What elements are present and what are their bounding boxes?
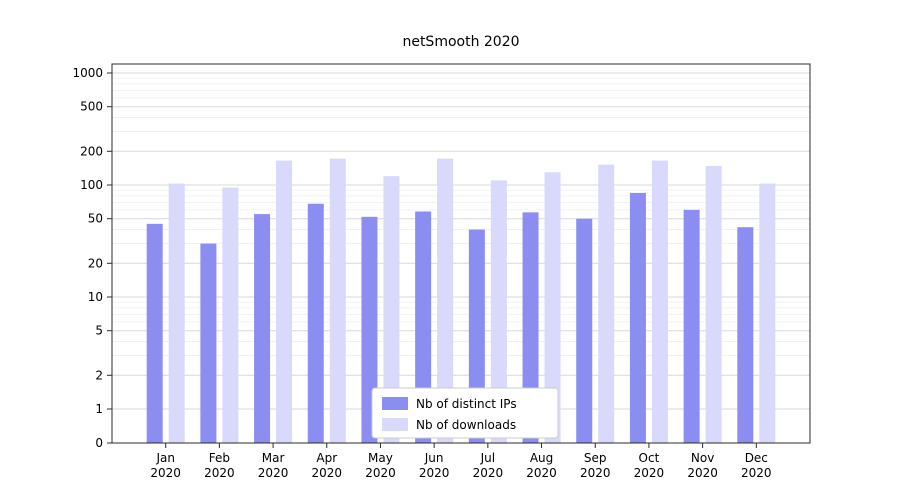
legend-swatch-downloads	[382, 418, 408, 431]
bar-downloads-mar	[276, 160, 293, 444]
x-tick-label-year: 2020	[419, 466, 450, 480]
x-tick-label-year: 2020	[687, 466, 718, 480]
y-tick-label: 1	[95, 402, 103, 416]
x-tick-label-year: 2020	[258, 466, 289, 480]
bar-downloads-nov	[705, 165, 722, 443]
bar-distinct-ips-oct	[629, 192, 646, 443]
legend-label-distinct-ips: Nb of distinct IPs	[416, 397, 517, 411]
bar-downloads-jun	[437, 158, 454, 443]
bar-distinct-ips-feb	[200, 243, 217, 443]
x-tick-label-month: Mar	[262, 451, 285, 465]
x-tick-label-month: Dec	[745, 451, 768, 465]
x-tick-label-year: 2020	[150, 466, 181, 480]
y-tick-label: 200	[80, 144, 103, 158]
y-tick-label: 20	[88, 256, 103, 270]
x-tick-label-year: 2020	[473, 466, 504, 480]
y-tick-label: 0	[95, 436, 103, 450]
y-tick-label: 100	[80, 178, 103, 192]
bar-downloads-feb	[222, 187, 239, 443]
x-tick-label-month: Oct	[639, 451, 660, 465]
x-tick-label-month: Nov	[691, 451, 714, 465]
x-tick-label-year: 2020	[741, 466, 772, 480]
x-tick-label-year: 2020	[526, 466, 557, 480]
bar-distinct-ips-jun	[415, 211, 432, 443]
bar-downloads-jan	[168, 183, 185, 443]
x-tick-label-year: 2020	[365, 466, 396, 480]
bar-downloads-oct	[651, 160, 668, 444]
plot-area	[112, 64, 810, 443]
x-tick-label-year: 2020	[204, 466, 235, 480]
bar-downloads-aug	[544, 172, 561, 443]
x-tick-label-month: Sep	[584, 451, 607, 465]
x-tick-label-month: May	[368, 451, 393, 465]
legend-swatch-distinct-ips	[382, 397, 408, 410]
x-tick-label-month: Aug	[530, 451, 553, 465]
y-tick-label: 50	[88, 212, 103, 226]
y-tick-label: 2	[95, 368, 103, 382]
x-tick-label-month: Jan	[155, 451, 175, 465]
bar-distinct-ips-sep	[576, 218, 593, 443]
y-tick-label: 10	[88, 290, 103, 304]
bar-distinct-ips-jan	[146, 223, 163, 443]
axis-box	[111, 63, 811, 444]
bar-downloads-apr	[329, 158, 346, 443]
x-tick-label-year: 2020	[311, 466, 342, 480]
x-tick-label-month: Jul	[480, 451, 495, 465]
bar-distinct-ips-mar	[254, 214, 271, 443]
bar-distinct-ips-apr	[307, 203, 324, 443]
x-tick-label-month: Apr	[316, 451, 337, 465]
bar-downloads-dec	[759, 183, 776, 443]
bar-downloads-sep	[598, 164, 615, 443]
bar-downloads-jul	[490, 180, 507, 443]
bar-distinct-ips-aug	[522, 212, 539, 443]
x-tick-label-year: 2020	[634, 466, 665, 480]
y-tick-label: 5	[95, 324, 103, 338]
legend-label-downloads: Nb of downloads	[416, 418, 516, 432]
bar-distinct-ips-may	[361, 216, 378, 443]
chart-title: netSmooth 2020	[402, 34, 519, 50]
bar-distinct-ips-dec	[737, 227, 754, 443]
legend-box	[371, 387, 559, 439]
y-tick-label: 500	[80, 100, 103, 114]
x-tick-label-year: 2020	[580, 466, 611, 480]
bar-downloads-may	[383, 176, 400, 443]
x-tick-label-month: Jun	[424, 451, 444, 465]
bar-distinct-ips-nov	[683, 209, 700, 443]
x-tick-label-month: Feb	[209, 451, 230, 465]
y-tick-label: 1000	[72, 66, 103, 80]
